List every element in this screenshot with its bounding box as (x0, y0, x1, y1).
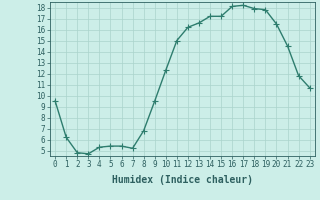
X-axis label: Humidex (Indice chaleur): Humidex (Indice chaleur) (112, 175, 253, 185)
